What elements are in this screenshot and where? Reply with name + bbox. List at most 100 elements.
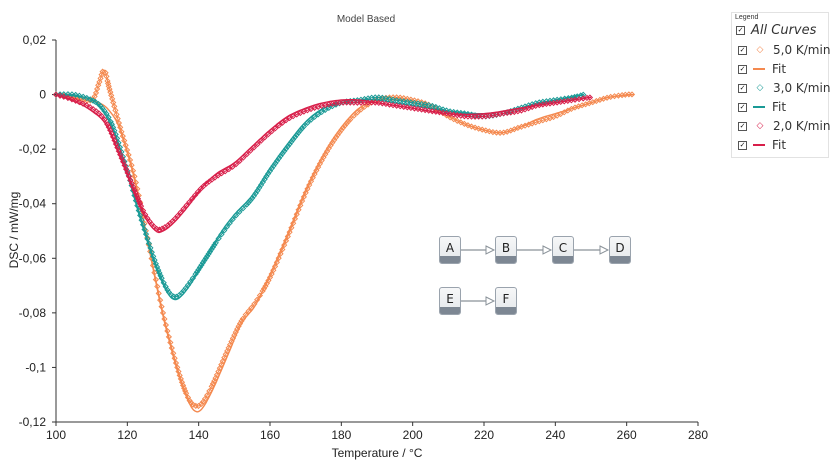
y-tick-label: -0,02 [19, 142, 47, 156]
model-scheme-arrows [461, 245, 610, 306]
legend-item[interactable]: ✓ ◇ 2,0 K/min [738, 119, 830, 133]
data-point [439, 109, 447, 116]
legend-item[interactable]: ✓ Fit [738, 100, 786, 114]
scheme-node-footer [553, 256, 573, 263]
diamond-marker-icon: ◇ [756, 121, 764, 131]
data-point [315, 111, 322, 118]
data-point [64, 94, 72, 102]
data-point [105, 83, 112, 90]
legend-item-label: 2,0 K/min [773, 119, 831, 133]
all-curves-checkbox[interactable]: ✓ [736, 26, 745, 35]
scheme-node-d[interactable]: D [609, 236, 631, 264]
data-point [295, 206, 302, 213]
chart-title: Model Based [337, 14, 395, 25]
data-point [103, 73, 110, 80]
legend-item-label: Fit [772, 62, 787, 76]
x-tick-label: 180 [331, 428, 351, 442]
y-tick-label: -0,1 [25, 360, 46, 374]
data-point [379, 100, 386, 107]
fit-line [55, 93, 634, 413]
data-point [206, 248, 214, 255]
scheme-node-label: D [615, 241, 625, 255]
fit-line [55, 93, 585, 301]
data-point [80, 93, 87, 100]
y-tick-label: -0,04 [19, 197, 47, 211]
legend-all-curves[interactable]: ✓ All Curves [736, 23, 816, 38]
y-axis-title: DSC / mW/mg [7, 192, 21, 269]
y-tick-label: 0 [39, 88, 46, 102]
legend-item[interactable]: ✓ Fit [738, 62, 786, 76]
data-point [76, 95, 83, 102]
data-point [96, 78, 103, 86]
data-point [212, 239, 219, 246]
data-point [291, 215, 299, 222]
data-point [429, 108, 436, 115]
scheme-node-label: B [501, 241, 511, 255]
x-tick-label: 220 [474, 428, 494, 442]
data-point [72, 91, 79, 98]
data-point [282, 117, 290, 124]
data-point [322, 106, 329, 113]
data-point [114, 115, 121, 122]
data-point [198, 400, 205, 407]
data-point [290, 220, 297, 227]
data-point [293, 211, 300, 218]
data-point [229, 163, 236, 170]
data-point [52, 91, 60, 98]
y-tick-label: -0,12 [19, 415, 47, 429]
data-point [72, 94, 79, 101]
scheme-arrowhead [485, 245, 496, 255]
series-layer [52, 68, 636, 413]
scheme-arrowhead [542, 245, 553, 255]
data-point [628, 91, 636, 98]
legend-item-checkbox[interactable]: ✓ [738, 83, 747, 93]
legend-item-checkbox[interactable]: ✓ [738, 64, 747, 74]
data-point [76, 99, 83, 106]
x-tick-label: 140 [189, 428, 209, 442]
legend-item-checkbox[interactable]: ✓ [738, 45, 747, 55]
data-point [72, 97, 79, 104]
scheme-node-a[interactable]: A [439, 236, 461, 264]
x-tick-label: 280 [688, 428, 708, 442]
x-tick-label: 260 [617, 428, 637, 442]
legend-item-checkbox[interactable]: ✓ [738, 121, 747, 131]
legend-item[interactable]: ✓ ◇ 5,0 K/min [738, 43, 830, 57]
legend-item-checkbox[interactable]: ✓ [738, 102, 747, 112]
legend: Legend ✓ All Curves ✓ ◇ 5,0 K/min ✓ Fit ✓ ◇ 3,0… [731, 12, 830, 158]
data-point [211, 241, 218, 249]
scheme-node-b[interactable]: B [495, 236, 517, 264]
data-point [281, 241, 288, 249]
series-5-fit [55, 93, 592, 234]
legend-caption: Legend [735, 14, 759, 21]
data-point [60, 93, 67, 100]
scheme-arrowhead [599, 245, 610, 255]
legend-item[interactable]: ✓ ◇ 3,0 K/min [738, 81, 830, 95]
scheme-node-f[interactable]: F [495, 287, 517, 315]
data-point [104, 77, 111, 85]
data-point [300, 193, 307, 200]
data-point [298, 197, 306, 205]
data-point [92, 89, 100, 96]
data-point [302, 189, 309, 196]
y-tick-label: 0,02 [23, 33, 47, 47]
scheme-node-e[interactable]: E [439, 287, 461, 315]
legend-item-label: 5,0 K/min [773, 43, 831, 57]
data-point [425, 107, 432, 114]
data-point [205, 250, 212, 257]
scheme-node-c[interactable]: C [552, 236, 574, 264]
scheme-node-footer [440, 307, 460, 314]
data-point [586, 94, 594, 101]
data-point [318, 108, 325, 116]
x-tick-label: 120 [117, 428, 137, 442]
data-point [201, 395, 209, 402]
legend-item[interactable]: ✓ Fit [738, 138, 786, 152]
data-point [206, 387, 213, 395]
line-swatch-icon [753, 68, 765, 70]
data-point [106, 86, 113, 93]
scheme-node-label: C [558, 241, 568, 255]
legend-item-checkbox[interactable]: ✓ [738, 140, 747, 150]
x-tick-label: 160 [260, 428, 280, 442]
x-tick-label: 200 [403, 428, 423, 442]
data-point [288, 224, 295, 231]
data-point [297, 202, 304, 209]
